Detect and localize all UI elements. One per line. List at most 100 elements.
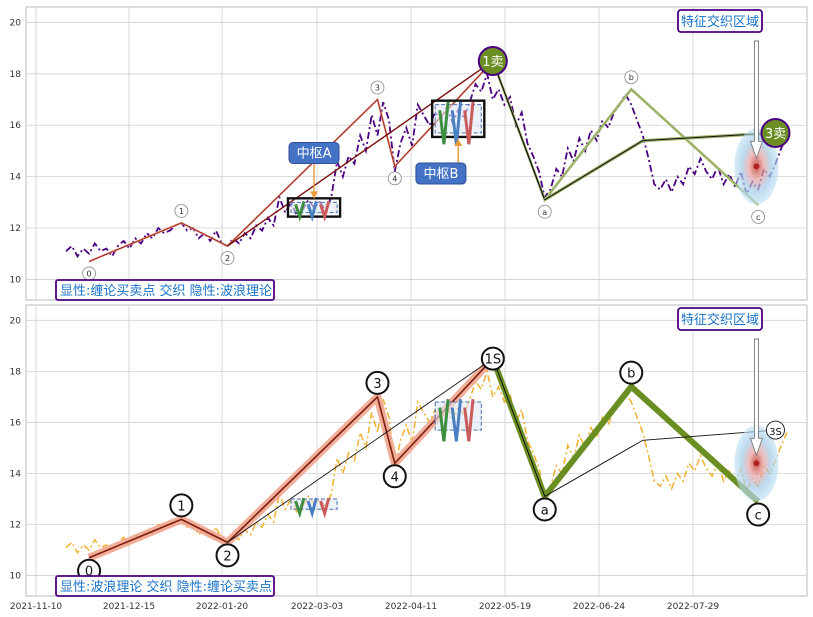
x-tick-label: 2021-12-15 xyxy=(103,602,155,612)
y-tick-label: 18 xyxy=(10,70,22,80)
wave-point-label: 1S xyxy=(485,353,502,368)
wave-point-marker xyxy=(387,171,402,186)
y-tick-label: 20 xyxy=(10,316,22,326)
panel-caption: 显性:波浪理论 交织 隐性:缠论买卖点 xyxy=(60,579,272,595)
pivot-inner-wave xyxy=(294,497,306,519)
wave-point-marker xyxy=(537,204,552,219)
wave-impulse-inner-line xyxy=(88,60,494,262)
region-arrow xyxy=(749,40,764,160)
price-series-line xyxy=(65,70,788,258)
sell-leg-line xyxy=(492,358,546,497)
pivot-inner-wave xyxy=(294,200,306,222)
y-tick-label: 14 xyxy=(10,469,22,479)
y-tick-label: 18 xyxy=(10,367,22,377)
wave-impulse-line xyxy=(88,358,494,559)
sell-point-marker xyxy=(760,117,791,148)
wave-point-label: 3S xyxy=(769,427,782,438)
sell-point-label: 1卖 xyxy=(482,55,503,70)
x-tick-label: 2021-11-10 xyxy=(10,602,63,612)
x-tick-label: 2022-06-24 xyxy=(573,602,626,612)
pivot-inner-wave xyxy=(463,399,475,442)
pivot-label: 中枢B xyxy=(423,167,458,182)
wave-point-label: c xyxy=(755,509,762,524)
wave-point-marker xyxy=(365,370,390,395)
sell-point-marker xyxy=(477,45,508,76)
wave-point-marker xyxy=(751,210,766,224)
wave-point-label: 4 xyxy=(391,470,399,485)
wave-point-marker xyxy=(220,251,235,265)
panel-caption: 显性:缠论买卖点 交织 隐性:波浪理论 xyxy=(60,283,272,299)
caption-box xyxy=(55,279,275,301)
pivot-inner-wave xyxy=(306,200,318,222)
y-tick-label: 16 xyxy=(10,418,22,428)
wave-point-label: 1 xyxy=(179,207,184,216)
sell-leg-line xyxy=(492,60,546,200)
rebound-leg-inner-line xyxy=(544,132,776,201)
wave-point-marker xyxy=(169,493,194,518)
trend-line xyxy=(227,358,494,543)
wave-point-marker xyxy=(532,497,557,522)
wave-point-label: 2 xyxy=(223,549,231,564)
x-axis: 2021-11-10 2021-12-15 2022-01-20 2022-03-03… xyxy=(10,602,720,612)
y-tick-label: 20 xyxy=(10,18,22,28)
plot-frame xyxy=(25,304,808,597)
wave-point-label: 3 xyxy=(373,377,381,392)
pivot-inner-wave xyxy=(319,497,331,519)
pivot-label-box xyxy=(288,142,340,164)
y-tick-label: 12 xyxy=(10,224,21,234)
rebound-leg-line xyxy=(544,429,776,497)
region-label: 特征交织区域 xyxy=(681,14,759,30)
wave-point-marker xyxy=(624,70,639,85)
region-label-box xyxy=(677,307,763,331)
x-tick-label: 2022-04-11 xyxy=(385,602,437,612)
pivot-arrowhead xyxy=(310,191,319,199)
pivot-label-box xyxy=(415,162,467,185)
x-tick-label: 2022-01-20 xyxy=(196,602,249,612)
wave-point-label: 4 xyxy=(392,174,397,183)
y-tick-label: 12 xyxy=(10,521,21,531)
price-series-line xyxy=(65,368,788,554)
wave-point-label: 0 xyxy=(85,565,93,580)
region-label-box xyxy=(677,9,763,33)
pivot-arrowhead xyxy=(454,138,463,146)
wave-point-label: a xyxy=(542,208,547,217)
wave-point-marker xyxy=(480,346,505,371)
pivot-inner-wave xyxy=(306,497,318,519)
wave-point-marker xyxy=(746,502,771,527)
pivot-inner-wave xyxy=(319,200,331,222)
wave-point-label: 1 xyxy=(177,499,185,514)
feature-region-center xyxy=(753,163,760,170)
x-tick-label: 2022-07-29 xyxy=(667,602,720,612)
wave-point-label: 2 xyxy=(225,254,230,263)
pivot-inner-wave xyxy=(450,399,463,442)
wave-point-label: a xyxy=(541,503,549,518)
wave-point-label: b xyxy=(629,73,634,82)
wave-point-marker xyxy=(174,203,189,218)
y-tick-label: 10 xyxy=(10,572,22,582)
pivot-inner-wave xyxy=(438,101,450,145)
region-label: 特征交织区域 xyxy=(681,312,759,328)
x-tick-label: 2022-05-19 xyxy=(479,602,532,612)
wave-point-label: b xyxy=(627,367,635,382)
top-panel: 101214161820中枢A中枢B特征交织区域012341卖abc3卖显性:缠… xyxy=(10,6,808,301)
wave-point-marker xyxy=(619,360,644,385)
wave-point-label: 3 xyxy=(375,84,380,93)
wave-point-marker xyxy=(382,464,407,489)
x-tick-label: 2022-03-03 xyxy=(291,602,343,612)
pivot-label: 中枢A xyxy=(297,147,332,162)
y-tick-label: 14 xyxy=(10,173,22,183)
feature-region-center xyxy=(753,460,760,467)
wave-point-label: c xyxy=(756,213,760,222)
pivot-inner-wave xyxy=(438,399,450,442)
trend-line xyxy=(227,60,494,247)
plot-frame xyxy=(25,6,808,301)
wave-point-marker xyxy=(370,80,385,95)
region-arrow xyxy=(749,338,764,457)
caption-box xyxy=(55,575,275,597)
pivot-inner-wave xyxy=(463,101,475,145)
wave-point-marker xyxy=(215,543,240,568)
sell-point-label: 3卖 xyxy=(765,127,786,142)
wave-point-label: 0 xyxy=(87,269,92,278)
